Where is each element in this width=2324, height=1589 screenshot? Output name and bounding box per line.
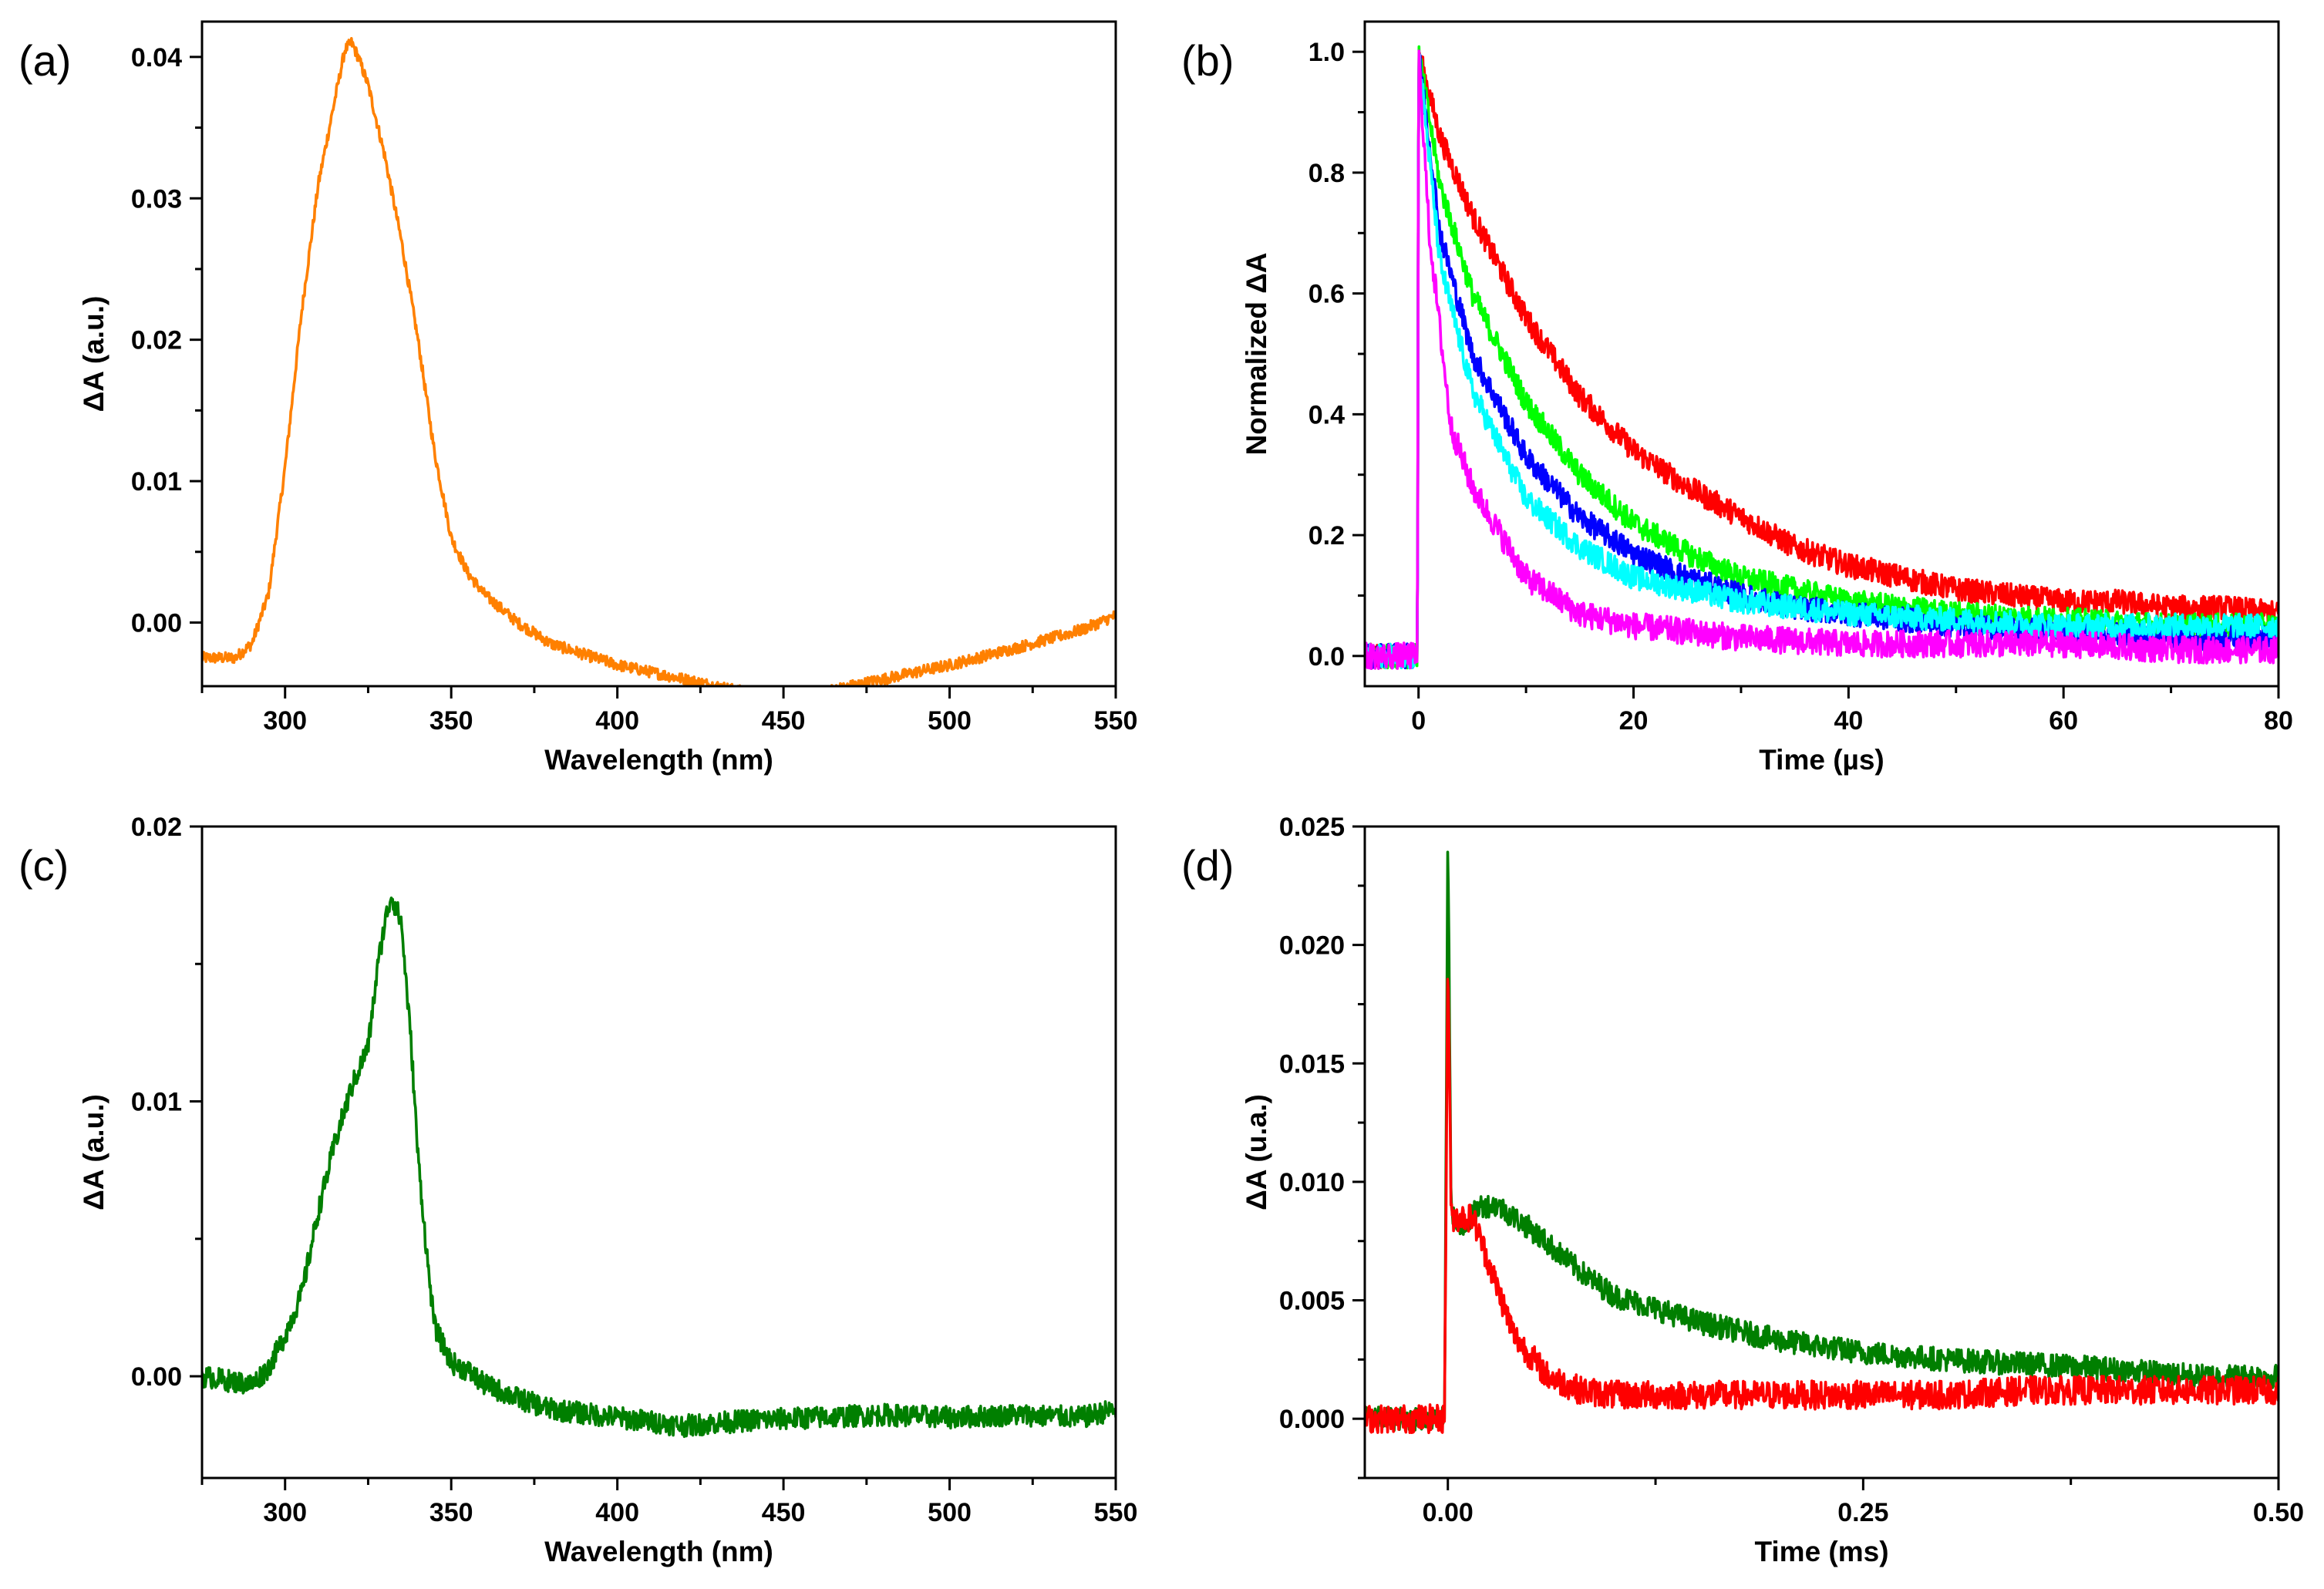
y-axis-title: ΔA (u.a.): [1241, 1094, 1272, 1210]
series-line-green: [1365, 45, 2279, 670]
y-tick-label: 0.000: [1279, 1405, 1345, 1434]
y-tick-label: 0.03: [131, 184, 182, 214]
x-tick-label: 500: [928, 1498, 972, 1527]
y-axis-title: ΔA (a.u.): [78, 296, 109, 412]
y-tick-label: 0.005: [1279, 1287, 1345, 1316]
x-tick-label: 450: [762, 706, 806, 736]
y-tick-label: 0.00: [131, 608, 182, 638]
y-tick-label: 1.0: [1309, 38, 1345, 67]
x-tick-label: 350: [429, 1498, 473, 1527]
x-tick-label: 0.25: [1837, 1498, 1888, 1527]
x-tick-label: 0.00: [1423, 1498, 1474, 1527]
chart-d: 0.00 0.25 0.50 0.000 0.005 0.010 0.015 0.020 0.0…: [1181, 813, 2304, 1567]
series-line-green: [1365, 850, 2279, 1432]
x-tick-label: 350: [429, 706, 473, 736]
y-tick-label: 0.01: [131, 1088, 182, 1117]
chart-b: 0 20 40 60 80 0.0 0.2 0.4 0.6 0.8 1.0 Time (µs) Norm…: [1181, 20, 2293, 776]
series-line-red: [1365, 978, 2279, 1435]
plot-frame: [200, 825, 1117, 1480]
series-group: [202, 896, 1116, 1439]
series-line-red: [1365, 52, 2279, 670]
x-tick-label: 400: [595, 706, 639, 736]
x-tick-label: 40: [1834, 706, 1863, 736]
y-axis-title: Normalized ΔA: [1241, 252, 1272, 455]
x-axis-title: Wavelength (nm): [544, 1536, 773, 1567]
y-tick-label: 0.4: [1309, 400, 1345, 429]
chart-c: 300 350 400 450 500 550 0.00 0.01 0.02 Wavelength…: [19, 813, 1137, 1567]
series-line-blue: [1365, 54, 2279, 670]
series-group: [1365, 850, 2279, 1435]
x-tick-label: 60: [2049, 706, 2078, 736]
x-tick-label: 0.50: [2253, 1498, 2304, 1527]
y-tick-label: 0.0: [1309, 642, 1345, 672]
y-tick-label: 0.01: [131, 467, 182, 497]
chart-a: 300 350 400 450 500 550 0.00 0.01 0.02 0.03 0.04 Wa…: [19, 20, 1138, 776]
y-tick-label: 0.00: [131, 1362, 182, 1392]
plot-frame: [1363, 825, 2280, 1480]
x-tick-label: 0: [1411, 706, 1426, 736]
x-tick-label: 300: [263, 706, 307, 736]
y-tick-label: 0.015: [1279, 1049, 1345, 1079]
x-axis-title: Wavelength (nm): [544, 744, 773, 776]
y-tick-label: 0.6: [1309, 280, 1345, 309]
x-tick-label: 20: [1619, 706, 1649, 736]
series-line-magenta: [1365, 49, 2279, 670]
x-tick-label: 80: [2264, 706, 2293, 736]
x-tick-label: 400: [595, 1498, 639, 1527]
y-tick-label: 0.025: [1279, 813, 1345, 842]
x-tick-label: 550: [1094, 1498, 1138, 1527]
x-axis-title: Time (µs): [1759, 744, 1884, 776]
series-group: [202, 37, 1116, 686]
y-axis-title: ΔA (a.u.): [78, 1094, 109, 1210]
series-line-spectrum: [202, 37, 1116, 686]
series-group: [1365, 45, 2279, 670]
x-tick-label: 450: [762, 1498, 806, 1527]
series-line-cyan: [1365, 52, 2279, 670]
y-tick-label: 0.02: [131, 326, 182, 355]
panel-label: (d): [1181, 841, 1234, 890]
y-tick-label: 0.04: [131, 43, 182, 72]
y-tick-label: 0.010: [1279, 1168, 1345, 1197]
panel-label: (c): [19, 841, 69, 890]
plot-frame: [200, 20, 1117, 688]
y-tick-label: 0.020: [1279, 931, 1345, 961]
x-tick-label: 300: [263, 1498, 307, 1527]
x-tick-label: 500: [928, 706, 972, 736]
x-axis-title: Time (ms): [1754, 1536, 1888, 1567]
panel-label: (a): [19, 36, 71, 85]
y-tick-label: 0.02: [131, 813, 182, 842]
y-tick-label: 0.8: [1309, 159, 1345, 188]
y-tick-label: 0.2: [1309, 521, 1345, 550]
x-tick-label: 550: [1094, 706, 1138, 736]
series-line-spectrum: [202, 896, 1116, 1439]
panel-label: (b): [1181, 36, 1234, 85]
